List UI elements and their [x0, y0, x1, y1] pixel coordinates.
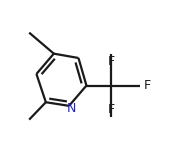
Text: F: F: [108, 103, 115, 116]
Text: F: F: [108, 55, 115, 68]
Text: N: N: [67, 102, 76, 115]
Text: F: F: [144, 79, 151, 92]
